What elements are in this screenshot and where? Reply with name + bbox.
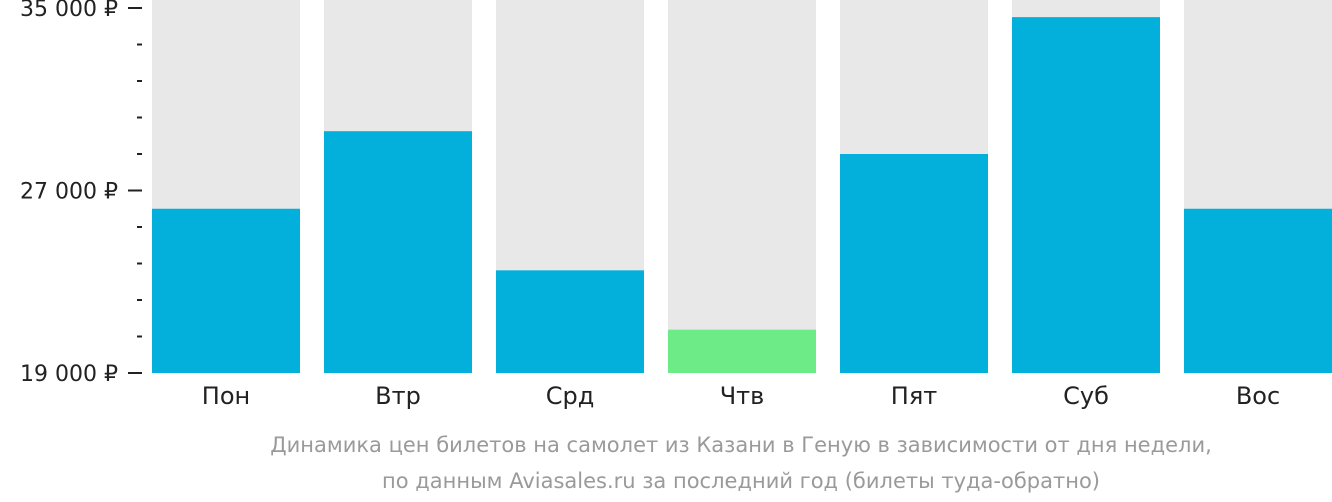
bar-4[interactable] <box>668 329 816 373</box>
chart-caption-line-1: Динамика цен билетов на самолет из Казан… <box>270 433 1212 457</box>
value-bars <box>152 17 1332 373</box>
chart-caption-line-2: по данным Aviasales.ru за последний год … <box>382 469 1100 493</box>
x-tick-label-2: Втр <box>375 382 421 410</box>
x-tick-label-7: Вос <box>1236 382 1280 410</box>
y-tick-label-1: 35 000 ₽ <box>20 0 118 22</box>
y-axis: 35 000 ₽ 27 000 ₽ 19 000 ₽ <box>20 0 142 387</box>
x-tick-label-5: Пят <box>891 382 937 410</box>
bar-6[interactable] <box>1012 17 1160 373</box>
bar-5[interactable] <box>840 154 988 373</box>
x-tick-label-1: Пон <box>202 382 250 410</box>
bar-background-4 <box>668 0 816 373</box>
y-tick-label-2: 27 000 ₽ <box>20 180 118 205</box>
y-tick-label-3: 19 000 ₽ <box>20 362 118 387</box>
bar-1[interactable] <box>152 208 300 373</box>
bar-2[interactable] <box>324 131 472 373</box>
bar-7[interactable] <box>1184 208 1332 373</box>
x-axis-labels: Пон Втр Срд Чтв Пят Суб Вос <box>202 382 1280 410</box>
x-tick-label-6: Суб <box>1063 382 1109 410</box>
x-tick-label-3: Срд <box>546 382 595 410</box>
x-tick-label-4: Чтв <box>720 382 765 410</box>
bar-3[interactable] <box>496 270 644 373</box>
